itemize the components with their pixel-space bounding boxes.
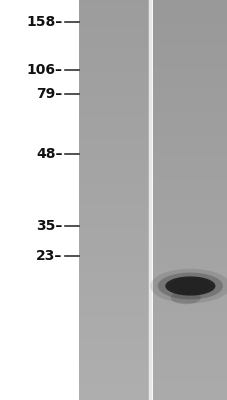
Ellipse shape (157, 272, 222, 300)
Text: 79–: 79– (36, 87, 62, 101)
Text: 48–: 48– (36, 147, 62, 161)
Ellipse shape (165, 276, 215, 296)
Ellipse shape (170, 291, 200, 304)
Ellipse shape (168, 278, 211, 294)
Text: 23–: 23– (36, 249, 62, 263)
Text: 35–: 35– (36, 219, 62, 233)
Text: 106–: 106– (27, 63, 62, 77)
Ellipse shape (150, 269, 227, 303)
Text: 158–: 158– (26, 15, 62, 29)
